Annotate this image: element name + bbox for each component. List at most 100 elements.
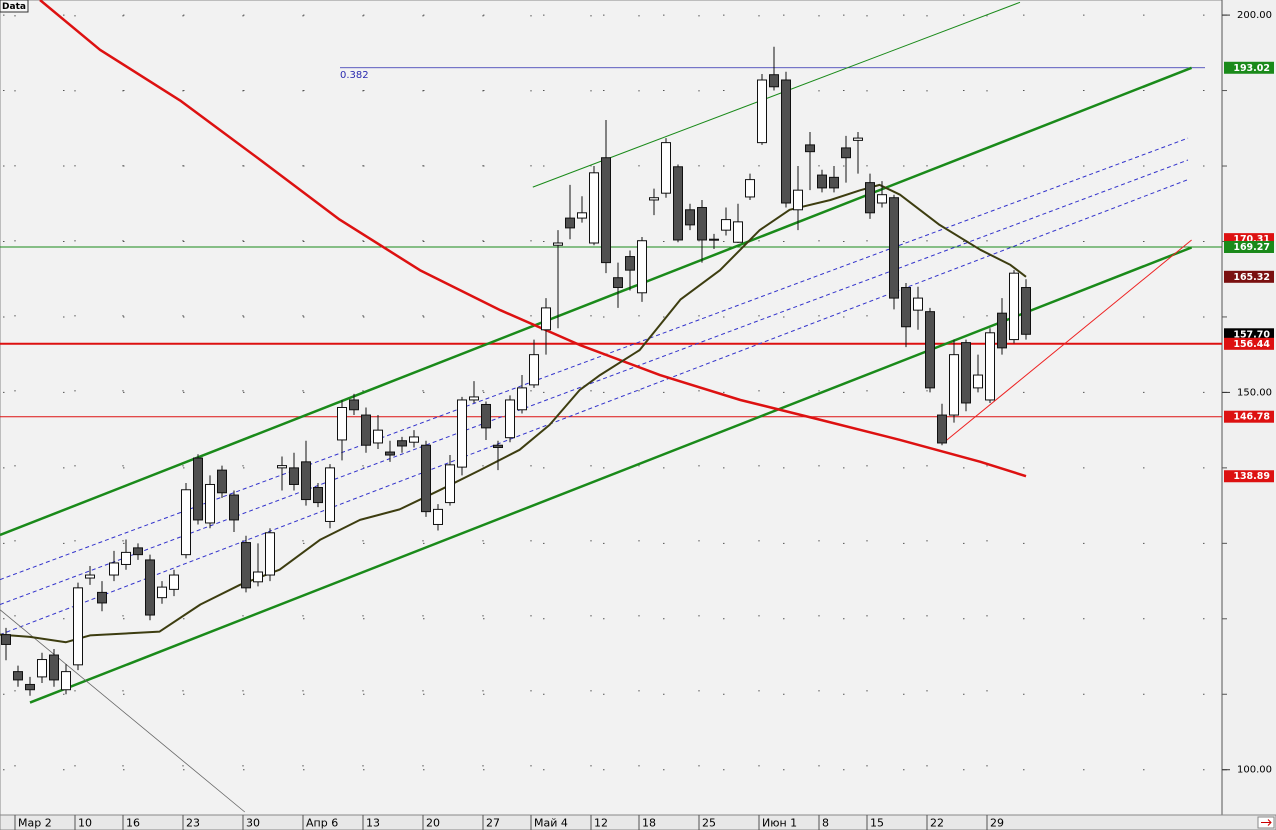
candle-body [877, 194, 887, 204]
x-tick-label: 10 [78, 817, 92, 830]
x-tick-label: Июн 1 [762, 817, 797, 830]
candle-body [241, 542, 251, 589]
candle-body [85, 574, 95, 579]
data-button[interactable] [0, 0, 29, 13]
candle-body [265, 532, 275, 576]
candle-body [805, 144, 815, 153]
candle-body [793, 189, 803, 211]
candle-body [157, 586, 167, 599]
candle-body [841, 147, 851, 159]
trend-line [0, 159, 1189, 605]
candle-body [925, 311, 935, 389]
x-tick-label: 22 [930, 817, 944, 830]
candle-body [781, 79, 791, 204]
candle-body [433, 508, 443, 525]
price-label: 156.44 [1233, 339, 1270, 350]
price-label: 165.32 [1233, 272, 1270, 283]
price-axis [1222, 0, 1276, 815]
price-label: 157.70 [1233, 329, 1270, 340]
candle-body [553, 242, 563, 246]
time-axis [0, 814, 1276, 830]
candle-body [349, 399, 359, 411]
candle-body [625, 256, 635, 271]
candle-body [289, 467, 299, 485]
candle-body [865, 182, 875, 214]
candle-body [145, 559, 155, 616]
candle-body [493, 444, 503, 448]
price-label: 193.02 [1233, 63, 1270, 74]
candle-body [817, 174, 827, 189]
candle-body [757, 79, 767, 144]
candle-body [253, 571, 263, 583]
candle-body [181, 489, 191, 556]
candle-body [133, 547, 143, 556]
candle-body [313, 486, 323, 504]
price-label: 138.89 [1233, 471, 1270, 482]
candle-body [589, 172, 599, 244]
candle-body [577, 212, 587, 219]
candle-body [1, 634, 11, 645]
price-label: 146.78 [1233, 412, 1270, 423]
candle-body [49, 654, 59, 681]
candle-body [61, 671, 71, 691]
candle-body [373, 429, 383, 444]
candle-body [685, 209, 695, 226]
candle-body [481, 403, 491, 429]
candle-body [961, 342, 971, 404]
candle-body [193, 457, 203, 521]
candle-body [517, 387, 527, 411]
candle-body [1021, 287, 1031, 335]
x-tick-label: 27 [486, 817, 500, 830]
x-tick-label: Мар 2 [18, 817, 52, 830]
x-tick-label: 20 [426, 817, 440, 830]
candle-body [13, 671, 23, 681]
price-label-box [1224, 328, 1274, 341]
x-tick-label: 30 [246, 817, 260, 830]
candle-body [109, 562, 119, 576]
x-tick-label: 15 [870, 817, 884, 830]
candle-body [709, 238, 719, 241]
trend-line [0, 66, 1193, 537]
x-tick-label: Апр 6 [306, 817, 338, 830]
candle-body [469, 396, 479, 401]
candle-body [853, 137, 863, 141]
candle-body [121, 551, 131, 565]
candle-body [301, 461, 311, 501]
candle-body [673, 166, 683, 241]
trend-line [0, 609, 246, 813]
data-button-label: Data [2, 2, 26, 12]
price-label-box [1224, 337, 1274, 350]
candle-body [637, 240, 647, 294]
candle-body [397, 440, 407, 447]
candle-body [661, 142, 671, 194]
trend-line [0, 183, 1027, 644]
candle-body [421, 444, 431, 513]
scroll-icon [1261, 819, 1272, 826]
x-tick-label: Май 4 [534, 817, 568, 830]
candle-body [1009, 272, 1019, 341]
x-tick-label: 25 [702, 817, 716, 830]
candle-body [25, 683, 35, 691]
y-tick-label: 150.00 [1237, 387, 1272, 398]
price-label: 170.31 [1233, 234, 1270, 245]
candle-body [745, 179, 755, 198]
candle-body [229, 494, 239, 521]
candle-body [529, 354, 539, 386]
candle-body [901, 287, 911, 328]
candle-body [169, 574, 179, 590]
candle-body [277, 465, 287, 469]
candle-body [457, 399, 467, 468]
candle-body [829, 176, 839, 189]
candle-body [601, 157, 611, 264]
candle-body [325, 467, 335, 522]
candle-body [937, 414, 947, 444]
candle-body [409, 436, 419, 443]
price-label: 169.27 [1233, 242, 1270, 253]
candle-body [649, 197, 659, 201]
y-tick-label: 100.00 [1237, 765, 1272, 776]
candle-body [97, 591, 107, 604]
x-tick-label: 8 [822, 817, 829, 830]
candle-body [73, 587, 83, 666]
y-tick-label: 200.00 [1237, 10, 1272, 21]
